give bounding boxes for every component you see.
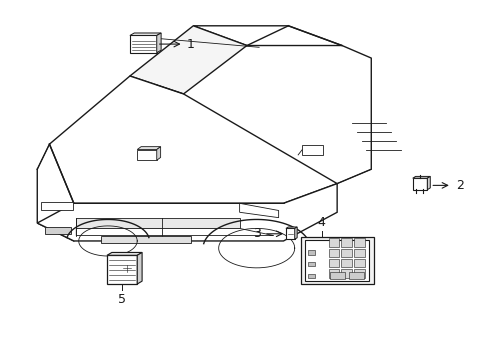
Polygon shape xyxy=(130,33,161,36)
Polygon shape xyxy=(341,259,351,267)
Polygon shape xyxy=(348,272,363,279)
Polygon shape xyxy=(41,202,73,211)
Polygon shape xyxy=(412,176,429,178)
Polygon shape xyxy=(328,238,339,247)
Polygon shape xyxy=(307,262,314,266)
Polygon shape xyxy=(49,76,336,203)
Polygon shape xyxy=(193,26,341,45)
Polygon shape xyxy=(157,33,161,53)
Polygon shape xyxy=(341,249,351,257)
Polygon shape xyxy=(76,218,239,228)
Polygon shape xyxy=(285,227,297,228)
Polygon shape xyxy=(328,269,339,278)
Polygon shape xyxy=(307,250,314,255)
Polygon shape xyxy=(76,228,273,235)
Polygon shape xyxy=(302,145,322,155)
Polygon shape xyxy=(137,147,160,149)
Polygon shape xyxy=(44,227,71,234)
Polygon shape xyxy=(412,178,427,190)
Text: 4: 4 xyxy=(317,216,325,229)
Polygon shape xyxy=(130,26,246,94)
Polygon shape xyxy=(305,240,368,281)
Polygon shape xyxy=(300,237,373,284)
Polygon shape xyxy=(353,238,364,247)
Polygon shape xyxy=(353,249,364,257)
Polygon shape xyxy=(107,252,142,255)
Text: 1: 1 xyxy=(186,37,194,51)
Polygon shape xyxy=(427,176,429,190)
Polygon shape xyxy=(285,228,294,239)
Polygon shape xyxy=(107,255,137,284)
Polygon shape xyxy=(353,269,364,278)
Polygon shape xyxy=(137,252,142,284)
Text: 5: 5 xyxy=(118,293,126,306)
Polygon shape xyxy=(353,259,364,267)
Polygon shape xyxy=(130,36,157,53)
Polygon shape xyxy=(137,149,157,160)
Polygon shape xyxy=(101,235,190,243)
Polygon shape xyxy=(307,274,314,278)
Polygon shape xyxy=(157,147,160,160)
Text: 2: 2 xyxy=(455,179,463,192)
Polygon shape xyxy=(328,259,339,267)
Text: 3: 3 xyxy=(252,227,260,240)
Polygon shape xyxy=(328,249,339,257)
Polygon shape xyxy=(37,184,336,241)
Polygon shape xyxy=(239,203,278,218)
Polygon shape xyxy=(341,238,351,247)
Polygon shape xyxy=(341,269,351,278)
Polygon shape xyxy=(294,227,297,239)
Polygon shape xyxy=(329,272,344,279)
